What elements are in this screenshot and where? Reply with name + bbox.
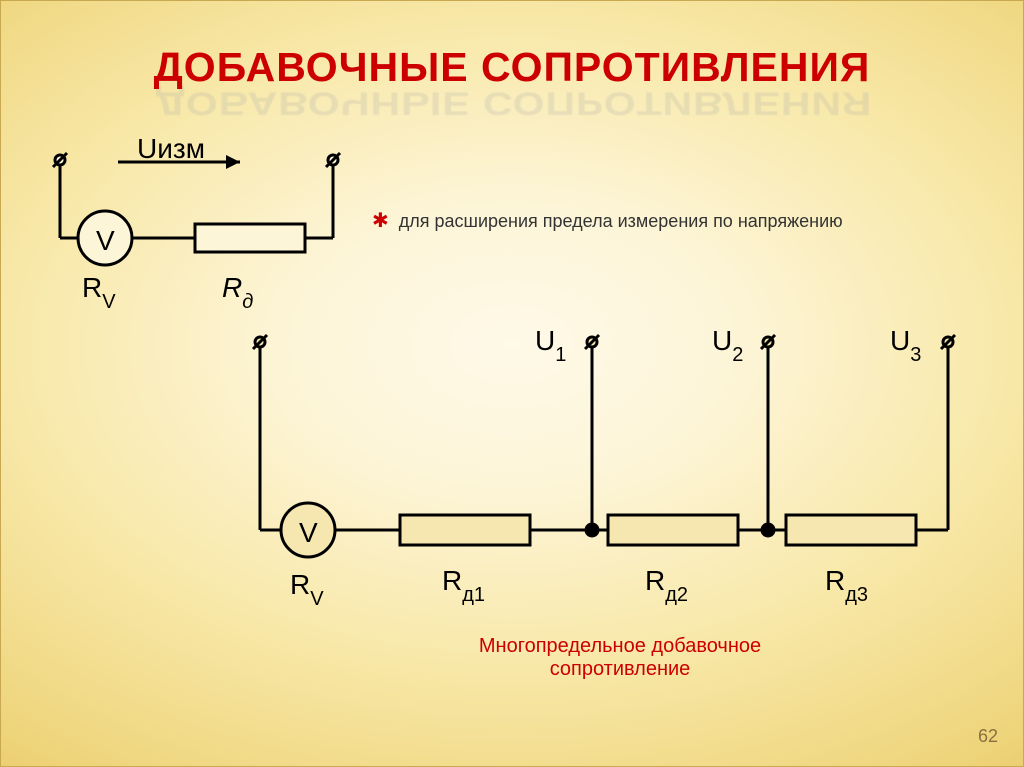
u1-label: U1 xyxy=(535,325,566,363)
rv-label-1: RV xyxy=(82,272,116,310)
page-number: 62 xyxy=(978,726,998,747)
rd-label: Rд xyxy=(222,272,253,310)
rd2-label: Rд2 xyxy=(645,565,688,603)
u-izm-label: UUизмизм xyxy=(137,133,205,165)
u2-label: U2 xyxy=(712,325,743,363)
u3-label: U3 xyxy=(890,325,921,363)
slide-title: ДОБАВОЧНЫЕ СОПРОТИВЛЕНИЯ xyxy=(0,44,1024,91)
rd1-label: Rд1 xyxy=(442,565,485,603)
voltmeter-label-1: V xyxy=(96,225,115,257)
circuit-multirange xyxy=(0,310,1024,630)
caption-multirange: Многопредельное добавочное сопротивление xyxy=(430,635,810,681)
voltmeter-label-2: V xyxy=(299,517,318,549)
bullet-description: ✱для расширения предела измерения по нап… xyxy=(372,208,843,233)
rd3-label: Rд3 xyxy=(825,565,868,603)
rv-label-2: RV xyxy=(290,569,324,607)
